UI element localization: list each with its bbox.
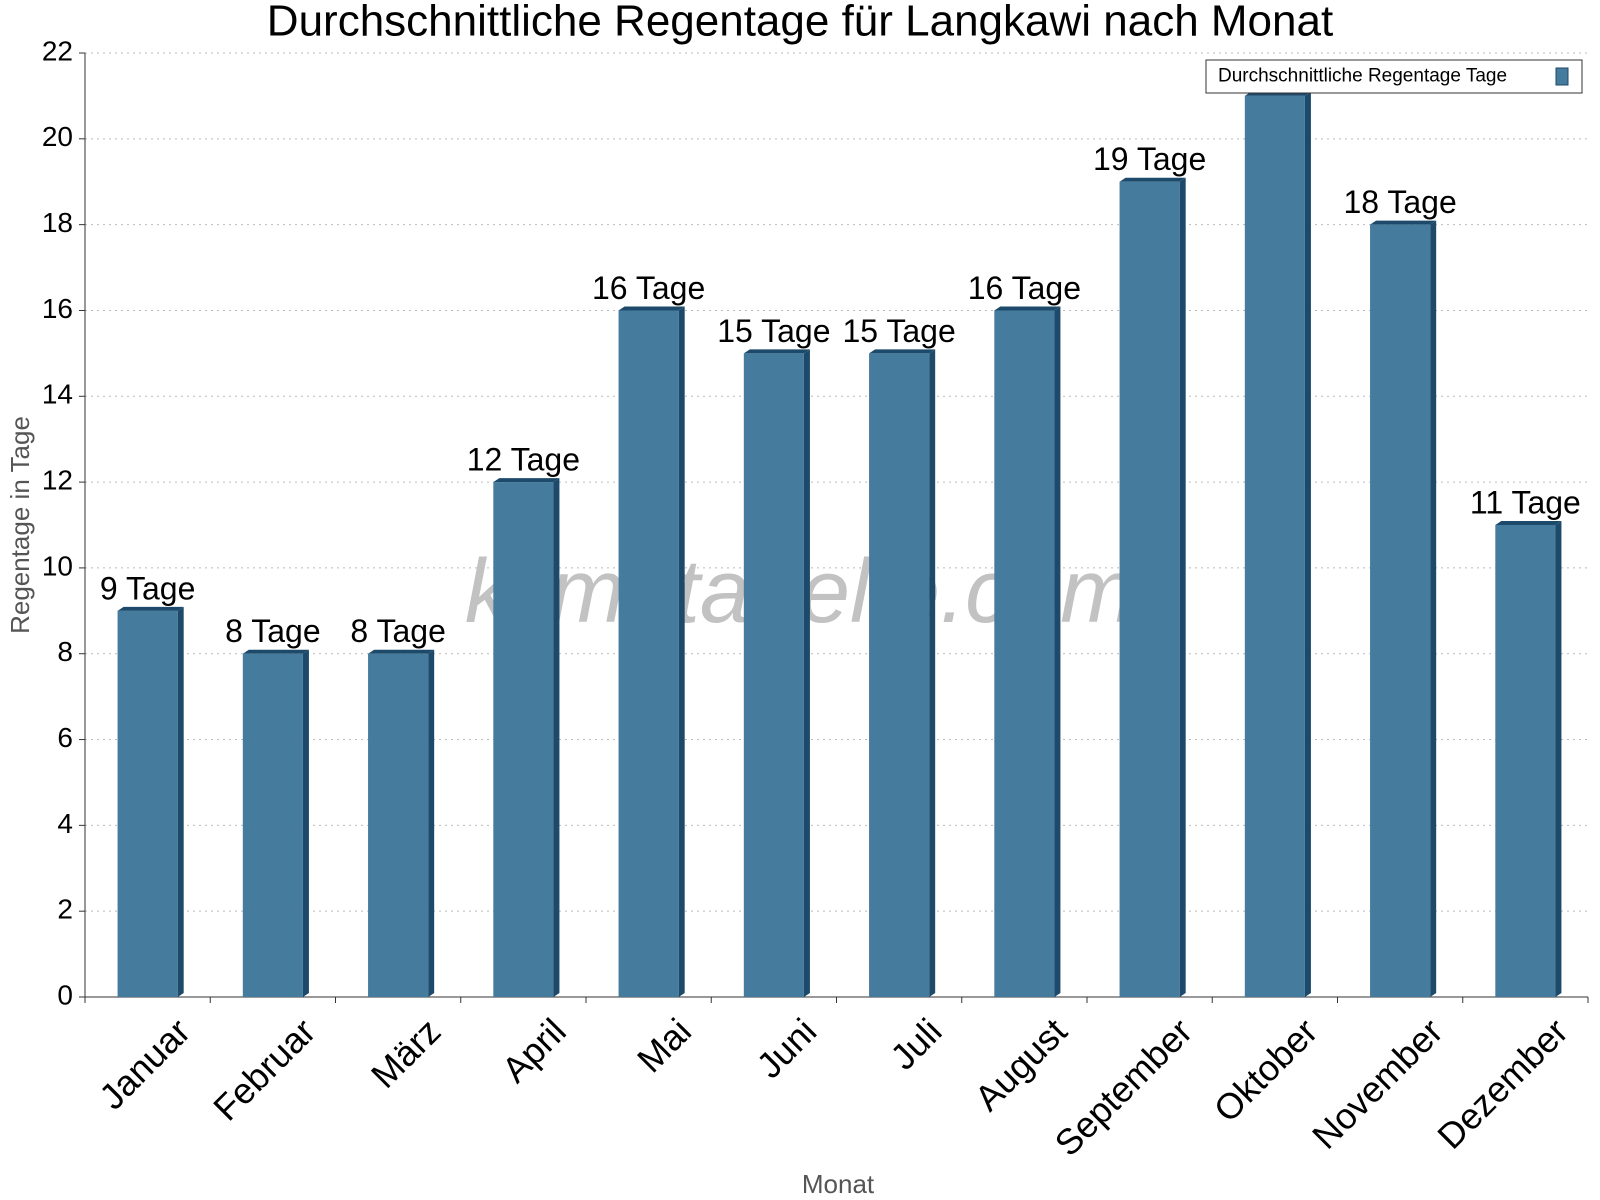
bar-top (117, 606, 184, 611)
legend-swatch (1555, 67, 1569, 86)
value-label: 11 Tage (1470, 484, 1581, 520)
bar (994, 310, 1055, 997)
bar (869, 353, 930, 997)
bar-side (1304, 91, 1311, 998)
bar-side (803, 349, 810, 997)
bar (242, 653, 303, 997)
y-tick-label: 14 (42, 379, 73, 410)
bar-side (1555, 521, 1562, 997)
x-tick-label: Juli (882, 1010, 949, 1077)
bar-side (929, 349, 936, 997)
bar-top (242, 649, 309, 654)
y-tick-label: 8 (57, 636, 73, 667)
bar-top (493, 478, 560, 483)
value-label: 15 Tage (842, 313, 955, 349)
x-tick-label: März (363, 1010, 449, 1096)
y-tick-label: 12 (42, 464, 73, 495)
x-tick-label: April (494, 1010, 574, 1090)
bar-top (1495, 521, 1562, 525)
y-tick-label: 10 (42, 550, 73, 581)
bar-side (553, 478, 560, 997)
bar-side (1179, 177, 1186, 997)
x-tick-label: Mai (629, 1010, 699, 1080)
bar (618, 310, 679, 997)
y-tick-label: 18 (42, 207, 73, 238)
x-tick-label: Dezember (1429, 1010, 1575, 1156)
bar (743, 353, 804, 997)
chart-title: Durchschnittliche Regentage für Langkawi… (267, 0, 1333, 46)
bar-side (177, 606, 184, 997)
x-axis-label: Monat (802, 1169, 875, 1199)
bar-top (368, 649, 435, 654)
y-tick-label: 2 (57, 894, 73, 925)
value-label: 16 Tage (968, 270, 1081, 306)
legend-box (1205, 59, 1583, 94)
y-tick-label: 4 (57, 808, 73, 839)
bar (1495, 525, 1556, 997)
value-label: 8 Tage (350, 613, 446, 649)
value-label: 15 Tage (717, 313, 830, 349)
bar (117, 610, 178, 997)
y-tick-label: 6 (57, 722, 73, 753)
x-tick-label: Februar (205, 1010, 323, 1128)
legend-label: Durchschnittliche Regentage Tage (1218, 66, 1507, 87)
y-tick-label: 22 (42, 35, 73, 66)
value-label: 8 Tage (225, 613, 321, 649)
bar-side (302, 649, 309, 997)
value-label: 16 Tage (592, 270, 705, 306)
value-label: 19 Tage (1093, 141, 1206, 177)
bar-top (1119, 177, 1186, 182)
bar-top (743, 349, 810, 354)
x-tick-label: Oktober (1206, 1010, 1326, 1130)
bar-side (1430, 220, 1437, 998)
bar-side (428, 649, 435, 997)
bar (1370, 224, 1431, 998)
bar (368, 653, 429, 997)
bar-side (678, 306, 685, 997)
bar-side (1054, 306, 1061, 997)
bar-top (994, 306, 1061, 311)
value-label: 12 Tage (467, 442, 580, 478)
value-label: 18 Tage (1343, 184, 1456, 220)
y-tick-label: 0 (57, 979, 73, 1010)
bar-top (1370, 220, 1437, 225)
bar-top (869, 349, 936, 354)
x-tick-label: September (1046, 1010, 1200, 1164)
x-tick-label: November (1304, 1010, 1450, 1156)
bar (493, 482, 554, 997)
y-axis-label: Regentage in Tage (5, 416, 35, 634)
bar (1244, 95, 1305, 998)
bar-top (618, 306, 685, 311)
value-label: 9 Tage (100, 570, 196, 606)
y-tick-label: 16 (42, 293, 73, 324)
x-tick-label: August (967, 1010, 1075, 1118)
x-tick-label: Januar (91, 1010, 198, 1117)
bar (1119, 181, 1180, 997)
x-tick-label: Juni (749, 1010, 825, 1086)
y-tick-label: 20 (42, 121, 73, 152)
